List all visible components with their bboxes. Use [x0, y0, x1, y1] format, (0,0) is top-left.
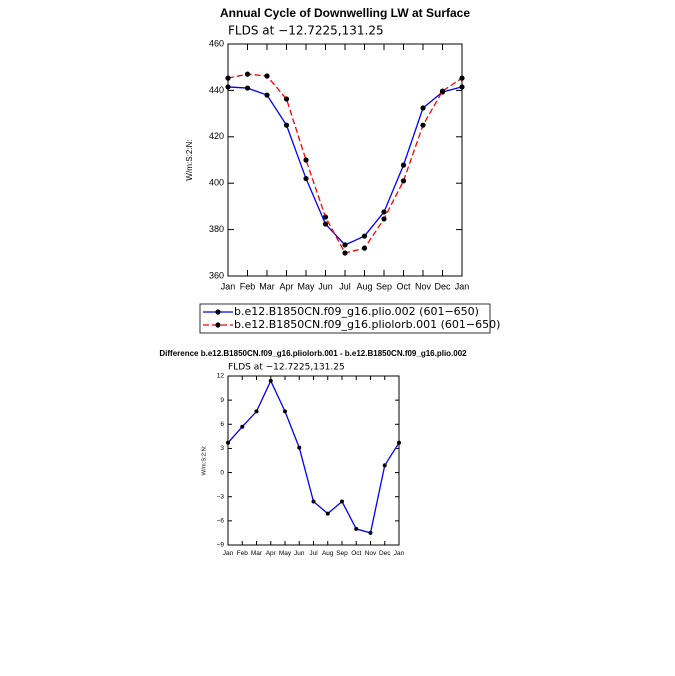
data-point [225, 84, 231, 90]
data-point [340, 499, 344, 504]
data-point [283, 96, 290, 102]
x-tick-label: Sep [336, 550, 348, 557]
series-line [227, 379, 400, 534]
y-tick-label: 9 [220, 397, 224, 404]
data-point [283, 122, 290, 128]
x-tick-label: Jul [309, 550, 318, 557]
x-tick-label: Jun [318, 281, 333, 291]
data-point [225, 75, 231, 81]
data-point [322, 221, 329, 227]
data-point [342, 250, 348, 256]
x-tick-label: Dec [434, 281, 451, 291]
x-tick-label: Mar [251, 550, 263, 557]
x-tick-label: Dec [379, 550, 391, 557]
data-point [240, 424, 245, 429]
data-point [400, 178, 407, 184]
data-point [264, 73, 270, 79]
y-tick-label: −6 [217, 518, 225, 525]
chart-subtitle: FLDS at −12.7225,131.25 [228, 363, 345, 373]
x-tick-label: Aug [322, 550, 334, 557]
data-point [381, 216, 387, 222]
data-point [420, 122, 426, 128]
y-axis-label: W/m:S:2:N: [202, 445, 208, 475]
y-tick-label: −3 [217, 493, 225, 500]
data-point [382, 463, 387, 468]
x-tick-label: Jan [394, 550, 405, 557]
data-point [439, 88, 446, 94]
legend-marker [215, 309, 221, 315]
x-tick-label: Apr [279, 281, 293, 291]
data-point [244, 85, 251, 91]
data-point [368, 530, 373, 535]
legend-box [199, 303, 491, 334]
x-tick-label: Jan [455, 281, 470, 291]
x-tick-label: Oct [351, 550, 361, 557]
data-point [459, 75, 465, 81]
data-point [226, 440, 230, 445]
data-point [254, 409, 259, 414]
y-tick-label: 0 [220, 469, 224, 476]
legend-label: b.e12.B1850CN.f09_g16.plio.002 (601−650) [234, 305, 479, 318]
data-point [303, 157, 309, 163]
y-tick-label: 440 [209, 85, 224, 95]
x-tick-label: Feb [240, 281, 256, 291]
legend-label: b.e12.B1850CN.f09_g16.pliolorb.001 (601−… [234, 318, 500, 331]
data-point [325, 511, 330, 516]
y-tick-label: 460 [209, 38, 224, 48]
data-point [361, 233, 368, 239]
x-tick-label: May [279, 550, 292, 557]
chart-title: Annual Cycle of Downwelling LW at Surfac… [220, 6, 470, 20]
x-tick-label: Feb [237, 550, 249, 557]
y-tick-label: 400 [209, 178, 224, 188]
chart-subtitle: FLDS at −12.7225,131.25 [228, 24, 384, 38]
x-tick-label: Mar [259, 281, 275, 291]
x-tick-label: May [297, 281, 315, 291]
x-tick-label: Jan [221, 281, 236, 291]
x-tick-label: Oct [396, 281, 411, 291]
x-tick-label: Nov [415, 281, 432, 291]
data-point [297, 445, 302, 450]
data-point [322, 214, 329, 220]
plot-frame [227, 43, 463, 277]
y-tick-label: 420 [209, 131, 224, 141]
data-point [459, 84, 465, 90]
data-point [303, 175, 309, 182]
data-point [400, 162, 407, 168]
y-axis-label: W/m:S:2:N: [185, 139, 194, 180]
x-tick-label: Nov [365, 550, 377, 557]
series-line [227, 86, 463, 246]
y-tick-label: 6 [220, 421, 224, 428]
data-point [283, 409, 287, 414]
x-tick-label: Aug [356, 281, 372, 291]
data-point [354, 526, 359, 531]
y-tick-label: 3 [220, 445, 224, 452]
y-tick-label: 12 [217, 373, 225, 380]
data-point [381, 209, 387, 215]
x-tick-label: Sep [376, 281, 392, 291]
data-point [420, 105, 426, 111]
x-tick-label: Jul [339, 281, 351, 291]
chart-title: Difference b.e12.B1850CN.f09_g16.pliolor… [159, 349, 467, 358]
data-point [361, 245, 368, 251]
x-tick-label: Jan [223, 550, 234, 557]
data-point [311, 499, 316, 504]
x-tick-label: Apr [266, 550, 277, 557]
data-point [244, 71, 251, 77]
x-tick-label: Jun [294, 550, 305, 557]
legend-marker [215, 322, 221, 328]
data-point [268, 378, 273, 383]
data-point [397, 440, 401, 445]
series-line [227, 73, 463, 254]
data-point [342, 242, 348, 248]
data-point [264, 92, 270, 98]
y-tick-label: 380 [209, 224, 224, 234]
y-tick-label: −9 [217, 542, 225, 549]
y-tick-label: 360 [209, 270, 224, 280]
